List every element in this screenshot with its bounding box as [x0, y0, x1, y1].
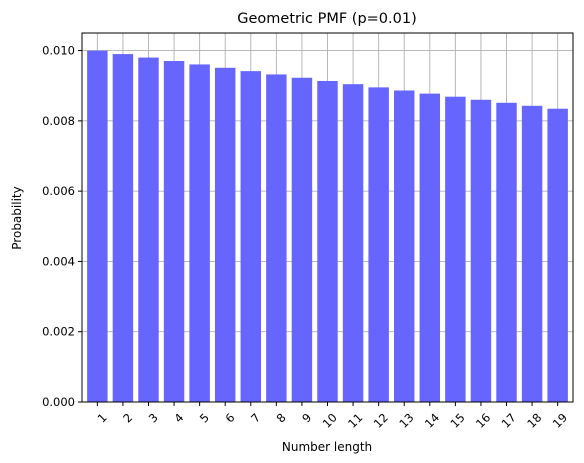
bar [266, 74, 287, 403]
bar [112, 54, 134, 402]
bar [445, 96, 466, 403]
bar [189, 64, 210, 402]
y-tick-label: 0.008 [42, 114, 75, 128]
bar [521, 105, 543, 403]
y-tick-label: 0.004 [42, 254, 75, 268]
bar [87, 50, 108, 402]
bar [163, 61, 185, 403]
bar [470, 99, 492, 403]
bar [419, 93, 441, 402]
y-tick-label: 0.006 [42, 184, 75, 198]
bar [214, 67, 236, 402]
chart-title: Geometric PMF (p=0.01) [237, 11, 417, 27]
bar [291, 77, 313, 403]
bar [393, 90, 415, 402]
y-tick-label: 0.000 [42, 395, 75, 409]
bar [547, 108, 568, 403]
y-tick-label: 0.002 [42, 325, 75, 339]
x-axis-label: Number length [282, 440, 372, 454]
bar [368, 87, 389, 402]
bar [496, 102, 517, 403]
y-tick-label: 0.010 [42, 44, 75, 58]
y-axis-ticks: 0.000 0.002 0.004 0.006 0.008 0.010 [42, 44, 82, 409]
bar [317, 80, 338, 402]
bars [87, 50, 568, 403]
y-axis-label: Probability [10, 186, 24, 249]
bar [342, 84, 364, 402]
bar [138, 57, 159, 403]
bar [240, 71, 262, 402]
